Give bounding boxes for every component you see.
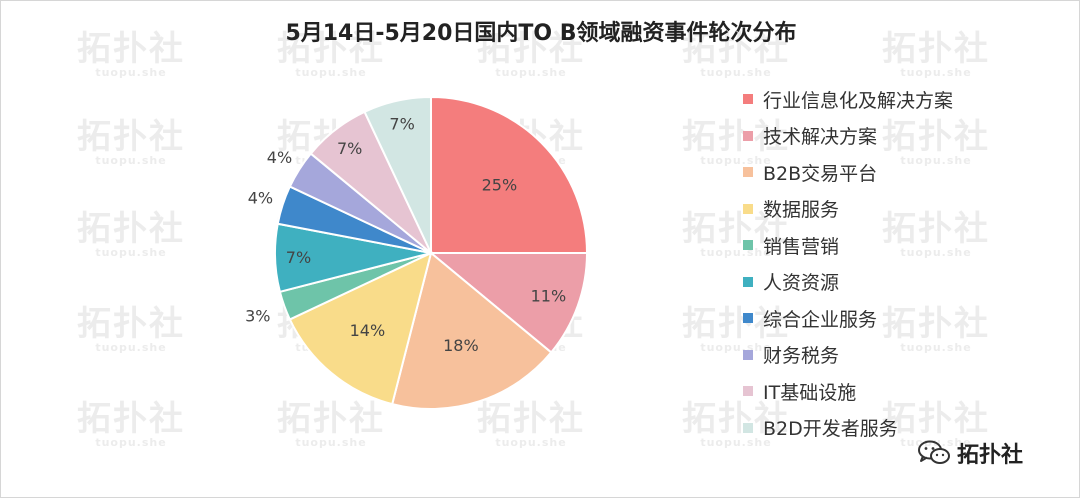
pie-slice [363, 95, 432, 254]
slice-data-label: 3% [245, 306, 270, 325]
legend-item: 行业信息化及解决方案 [743, 81, 953, 118]
pie-slice [430, 95, 589, 254]
legend-label: 财务税务 [763, 345, 840, 368]
slice-data-label: 7% [389, 115, 414, 134]
legend-item: 技术解决方案 [743, 118, 953, 155]
slice-data-label: 18% [443, 336, 479, 355]
legend-item: 销售营销 [743, 227, 953, 264]
legend-item: 人资资源 [743, 264, 953, 301]
legend-swatch [743, 313, 753, 324]
legend-swatch [743, 276, 753, 287]
slice-data-label: 25% [482, 176, 518, 195]
legend-label: 数据服务 [763, 199, 840, 222]
legend-item: B2D开发者服务 [743, 410, 953, 447]
legend-label: 技术解决方案 [763, 126, 878, 149]
legend-swatch [743, 94, 753, 105]
legend-swatch [743, 422, 753, 433]
legend-label: 销售营销 [763, 235, 840, 258]
legend-swatch [743, 203, 753, 214]
legend-label: B2D开发者服务 [763, 418, 898, 441]
legend-label: 人资资源 [763, 272, 840, 295]
legend-swatch [743, 386, 753, 397]
slice-data-label: 4% [267, 148, 292, 167]
legend-swatch [743, 240, 753, 251]
chart-legend: 行业信息化及解决方案 技术解决方案 B2B交易平台 数据服务销售营销人资资源综合企业服… [743, 81, 953, 446]
legend-item: 数据服务 [743, 191, 953, 228]
wechat-icon [918, 440, 950, 464]
slice-data-label: 11% [531, 286, 567, 305]
slice-data-label: 7% [286, 248, 311, 267]
legend-label: 综合企业服务 [763, 308, 878, 331]
slice-data-label: 7% [337, 139, 362, 158]
legend-item: IT基础设施 [743, 373, 953, 410]
legend-item: 综合企业服务 [743, 300, 953, 337]
pie-slice [428, 252, 589, 354]
chart-title: 5月14日-5月20日国内TO B领域融资事件轮次分布 [285, 21, 797, 46]
legend-swatch [743, 130, 753, 141]
brand-name: 拓扑社 [957, 443, 1024, 468]
brand-mark: 拓扑社 [917, 437, 1023, 469]
legend-item: 财务税务 [743, 337, 953, 374]
legend-label: B2B交易平台 [763, 162, 878, 185]
slice-data-label: 4% [248, 189, 273, 208]
legend-label: IT基础设施 [763, 381, 857, 404]
slice-data-label: 14% [350, 321, 386, 340]
legend-swatch [743, 349, 753, 360]
legend-swatch [743, 167, 753, 178]
pie-slice [390, 251, 553, 410]
legend-label: 行业信息化及解决方案 [763, 89, 954, 112]
legend-item: B2B交易平台 [743, 154, 953, 191]
pie-slice [288, 251, 433, 406]
